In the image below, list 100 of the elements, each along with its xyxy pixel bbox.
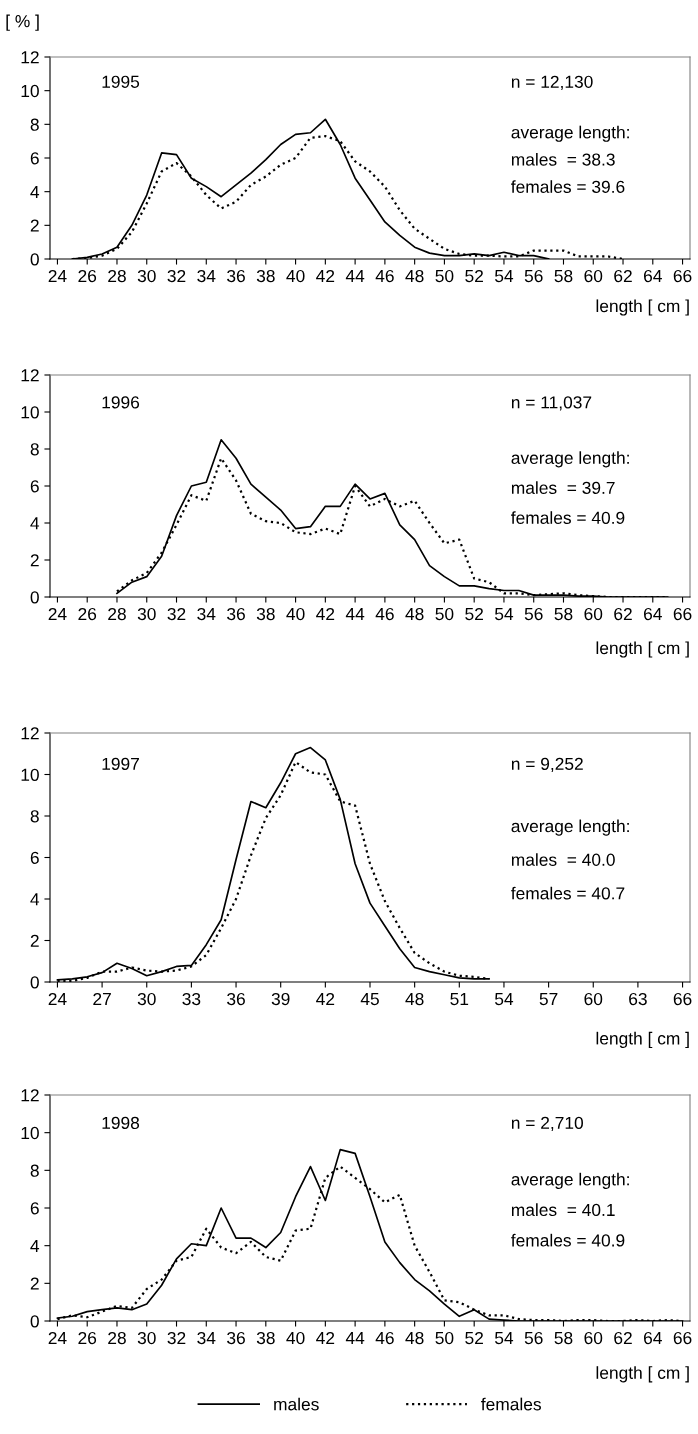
y-tick-label: 8 (30, 1164, 39, 1177)
annotation: n = 9,252 (511, 757, 583, 773)
y-tick-label: 4 (30, 893, 40, 906)
x-tick-label: 62 (614, 1331, 632, 1345)
x-tick-label: 34 (197, 1331, 216, 1345)
x-axis-title: length [ cm ] (596, 641, 689, 658)
y-tick-label: 2 (30, 219, 39, 232)
x-tick-label: 30 (137, 269, 156, 283)
x-tick-label: 40 (286, 607, 305, 621)
x-tick-label: 58 (554, 269, 573, 283)
x-tick-label: 56 (524, 1331, 543, 1345)
annotation: 1995 (102, 75, 140, 88)
annotation: females = 39.6 (511, 180, 625, 193)
x-tick-label: 44 (345, 270, 365, 282)
x-tick-label: 40 (286, 269, 305, 283)
y-tick-label: 6 (30, 152, 39, 165)
x-tick-label: 54 (494, 608, 514, 621)
annotation: females = 40.9 (511, 1233, 625, 1247)
y-tick-label: 4 (30, 1240, 40, 1252)
x-tick-label: 32 (167, 607, 186, 621)
y-tick-label: 4 (30, 517, 40, 530)
y-tick-label: 4 (30, 186, 40, 198)
y-tick-label: 12 (21, 51, 39, 64)
x-tick-label: 48 (405, 269, 424, 283)
annotation: average length: (511, 125, 629, 142)
y-axis-title: [ % ] (6, 14, 39, 31)
x-tick-label: 30 (137, 1331, 156, 1345)
x-tick-label: 64 (644, 1331, 662, 1345)
x-tick-label: 38 (256, 1331, 275, 1345)
y-tick-label: 0 (30, 976, 39, 989)
x-tick-label: 38 (256, 607, 275, 621)
y-tick-label: 8 (30, 443, 39, 456)
x-tick-label: 60 (584, 269, 603, 283)
x-tick-label: 38 (256, 269, 275, 283)
x-tick-label: 54 (494, 1332, 514, 1345)
y-tick-label: 0 (30, 591, 39, 604)
x-tick-label: 42 (316, 1331, 335, 1344)
x-tick-label: 54 (494, 270, 514, 283)
x-tick-label: 50 (435, 1331, 454, 1345)
x-tick-label: 54 (494, 993, 514, 1006)
annotation: males = 40.0 (511, 853, 615, 866)
x-tick-label: 56 (524, 607, 543, 621)
x-tick-label: 52 (465, 1331, 483, 1345)
y-tick-label: 12 (21, 1089, 39, 1102)
annotation: females = 40.9 (511, 511, 625, 524)
x-tick-label: 42 (316, 269, 335, 282)
annotation: 1998 (102, 1116, 140, 1130)
y-tick-label: 12 (21, 369, 39, 382)
x-tick-label: 24 (48, 607, 67, 620)
x-tick-label: 28 (108, 1331, 126, 1345)
y-tick-label: 8 (30, 810, 39, 823)
x-tick-label: 39 (271, 992, 290, 1006)
x-tick-label: 26 (78, 1331, 97, 1345)
x-tick-label: 48 (405, 607, 424, 621)
y-tick-label: 10 (21, 406, 39, 419)
annotation: average length: (511, 451, 629, 468)
annotation: average length: (511, 1172, 629, 1189)
x-tick-label: 24 (48, 1331, 67, 1344)
x-tick-label: 36 (227, 1331, 245, 1345)
x-tick-label: 58 (554, 607, 573, 621)
annotation: average length: (511, 819, 629, 836)
x-axis-title: length [ cm ] (596, 299, 689, 316)
y-tick-label: 6 (30, 851, 39, 864)
x-tick-label: 24 (48, 269, 67, 282)
y-tick-label: 0 (30, 1315, 39, 1328)
x-tick-label: 60 (584, 607, 603, 621)
x-tick-label: 42 (316, 992, 335, 1005)
y-tick-label: 6 (30, 480, 39, 493)
x-tick-label: 57 (539, 993, 558, 1006)
x-tick-label: 45 (360, 993, 379, 1006)
legend-label: females (481, 1397, 541, 1411)
x-tick-label: 62 (614, 607, 632, 621)
x-tick-label: 50 (435, 607, 454, 621)
x-tick-label: 40 (286, 1331, 305, 1345)
x-tick-label: 66 (673, 1331, 692, 1345)
x-tick-label: 63 (629, 992, 647, 1006)
y-tick-label: 2 (30, 554, 39, 567)
x-tick-label: 56 (524, 269, 543, 283)
annotation: males = 40.1 (511, 1203, 615, 1217)
legend-label: males (274, 1397, 319, 1411)
y-tick-label: 6 (30, 1202, 39, 1215)
annotation: 1996 (102, 396, 140, 409)
x-tick-label: 52 (465, 269, 483, 283)
x-tick-label: 51 (450, 993, 469, 1006)
x-tick-label: 50 (435, 269, 454, 283)
y-tick-label: 10 (21, 768, 39, 781)
x-axis-title: length [ cm ] (596, 1366, 689, 1383)
y-tick-label: 2 (30, 934, 39, 947)
x-tick-label: 48 (405, 992, 424, 1006)
x-tick-label: 26 (78, 607, 97, 621)
x-tick-label: 46 (375, 269, 394, 283)
annotation: males = 38.3 (511, 152, 615, 166)
x-tick-label: 66 (673, 992, 692, 1006)
annotation: n = 12,130 (511, 75, 593, 90)
x-tick-label: 44 (345, 1332, 365, 1344)
x-tick-label: 28 (108, 607, 126, 621)
x-tick-label: 24 (48, 992, 67, 1005)
x-tick-label: 33 (182, 992, 201, 1006)
x-tick-label: 66 (673, 269, 692, 283)
y-tick-label: 10 (21, 1126, 39, 1140)
